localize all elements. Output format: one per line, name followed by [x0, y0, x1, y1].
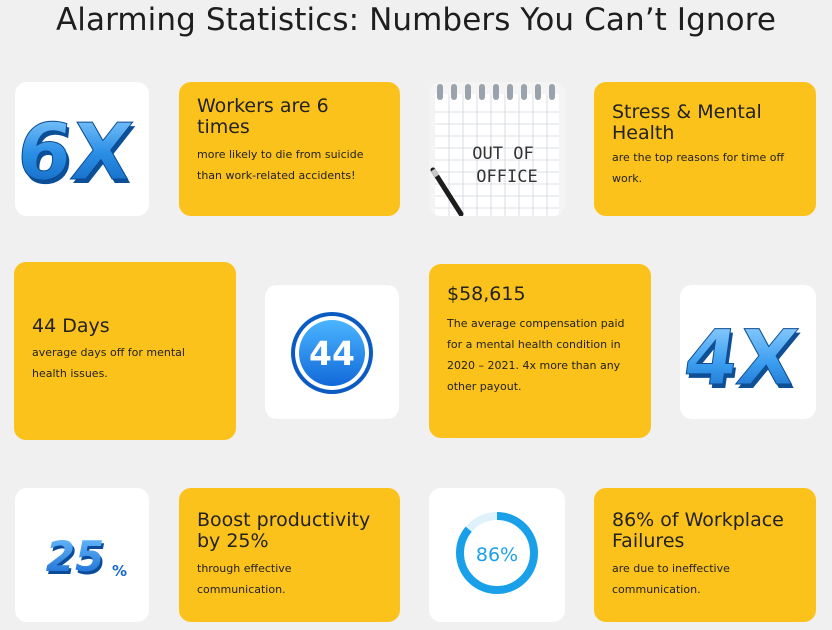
office-line2: OFFICE [476, 167, 537, 187]
stress-heading: Stress & Mental Health [612, 101, 762, 144]
compensation-card: $58,615 The average compensation paid fo… [429, 264, 651, 438]
86-percent-ring-icon: 86% [456, 512, 538, 594]
boost-heading: Boost productivity by 25% [197, 509, 371, 552]
four-x-text-shadow: 4X [681, 318, 805, 407]
stress-body: are the top reasons for time off work. [612, 151, 785, 185]
four-x-text: 4X [680, 314, 803, 403]
out-of-office-notebook-icon: OUT OF OFFICE [429, 82, 565, 216]
workers-heading: Workers are 6 times [197, 95, 329, 138]
days-heading: 44 Days [32, 315, 110, 337]
workers-body: more likely to die from suicide than wor… [197, 148, 364, 182]
workers-card: Workers are 6 times more likely to die f… [179, 82, 400, 216]
twenty-five-suffix: % [112, 562, 127, 580]
days-card: 44 Days average days off for mental heal… [14, 262, 236, 440]
four-x-image-card: 4X 4X [680, 285, 816, 419]
44-badge-icon: 44 [291, 312, 373, 394]
twenty-five-text: 25 [46, 532, 104, 581]
days-body: average days off for mental health issue… [32, 346, 185, 380]
compensation-heading: $58,615 [447, 283, 526, 305]
six-x-3d-icon: 6X 6X [15, 107, 139, 202]
forty-four-image-card: 44 [265, 285, 399, 419]
eighty-six-image-card: 86% [429, 488, 565, 622]
failures-heading: 86% of Workplace Failures [612, 509, 784, 552]
six-x-text: 6X [15, 107, 137, 198]
six-x-image-card: 6X 6X [15, 82, 149, 216]
boost-body: through effective communication. [197, 562, 292, 596]
ring-progress [456, 512, 538, 594]
six-x-text-shadow: 6X [15, 111, 139, 202]
forty-four-text: 44 [309, 334, 355, 373]
page-title: Alarming Statistics: Numbers You Can’t I… [55, 2, 777, 38]
eighty-six-text: 86% [476, 544, 518, 566]
twenty-five-image-card: 25 25 % [15, 488, 149, 622]
compensation-body: The average compensation paid for a ment… [447, 317, 625, 393]
failures-body: are due to ineffective communication. [612, 562, 730, 596]
office-line1: OUT OF [472, 144, 533, 164]
four-x-3d-icon: 4X 4X [680, 314, 805, 407]
office-image-card: OUT OF OFFICE [429, 82, 565, 216]
twenty-five-shadow: 25 [48, 535, 106, 584]
boost-card: Boost productivity by 25% through effect… [179, 488, 400, 622]
failures-card: 86% of Workplace Failures are due to ine… [594, 488, 816, 622]
stress-card: Stress & Mental Health are the top reaso… [594, 82, 816, 216]
25-percent-icon: 25 25 % [46, 532, 127, 584]
